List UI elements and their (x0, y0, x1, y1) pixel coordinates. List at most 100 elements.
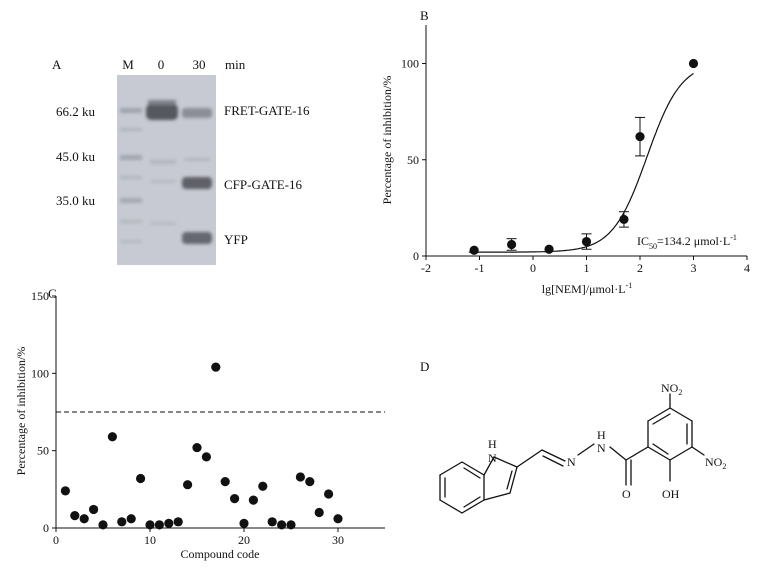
c-data-point (79, 514, 89, 524)
b-x-tick-label: 0 (530, 261, 536, 275)
c-y-tick-label: 0 (43, 521, 49, 535)
marker-45-0: 45.0 ku (56, 149, 96, 164)
marker-lane (120, 108, 142, 243)
c-data-point (98, 520, 108, 530)
c-data-point (277, 520, 287, 530)
b-x-tick-label: 2 (637, 261, 643, 275)
c-data-point (314, 507, 324, 518)
chemical-structure (439, 393, 705, 514)
b-data-point (635, 132, 645, 142)
nitro-right-main: NO (705, 455, 723, 469)
b-x-axis-label: lg[NEM]/μmol·L-1 (542, 281, 632, 296)
band-yfp: YFP (224, 232, 248, 247)
c-data-point (305, 477, 315, 487)
c-data-point (107, 432, 117, 442)
c-data-point (60, 486, 70, 496)
lane-header-30: 30 (193, 57, 206, 72)
b-x-tick-label: 4 (744, 261, 750, 275)
carbonyl-o: O (622, 487, 631, 501)
c-data-point (295, 472, 305, 482)
hydroxyl-oh: OH (662, 487, 680, 501)
c-x-tick-label: 20 (238, 533, 250, 547)
c-data-point (201, 452, 211, 462)
lane-header-m: M (122, 57, 134, 72)
c-data-point (145, 520, 155, 530)
structure-labels: H N N H N O OH NO2 NO2 (488, 381, 726, 501)
nitro-top-main: NO (661, 381, 679, 395)
b-y-tick-label: 50 (407, 153, 419, 167)
b-y-tick-label: 0 (413, 249, 419, 263)
b-x-axis-label-sup: -1 (626, 281, 633, 290)
b-data-point (688, 58, 699, 69)
c-data-point (333, 514, 343, 524)
c-data-point (258, 481, 268, 491)
c-data-point (164, 518, 174, 528)
b-ic50-annotation: IC50=134.2 μmol·L-1 (637, 233, 737, 251)
nitro-right-sub: 2 (722, 462, 726, 471)
b-x-tick-label: 3 (691, 261, 697, 275)
c-data-point (70, 511, 80, 521)
b-ic50-rest: =134.2 μmol·L (657, 234, 730, 248)
b-ic50-main: IC (637, 234, 649, 248)
c-data-point (117, 517, 127, 527)
nitro-top-sub: 2 (678, 388, 682, 397)
panel-b: B Percentage of inhibition/% lg[NEM]/μmo… (380, 8, 750, 296)
b-x-axis-label-main: lg[NEM]/μmol·L (542, 282, 626, 296)
c-data-point (136, 473, 146, 484)
c-x-tick-label: 0 (53, 533, 59, 547)
c-data-point (239, 518, 249, 528)
panel-c: C Percentage of inhibition/% Compound co… (14, 286, 385, 561)
c-data-point (220, 477, 230, 487)
b-data-point (581, 236, 592, 247)
b-data-point (619, 214, 629, 225)
c-data-point (267, 517, 277, 527)
c-x-tick-label: 30 (332, 533, 344, 547)
lane-unit: min (225, 57, 246, 72)
marker-35-0: 35.0 ku (56, 193, 96, 208)
c-data-point (183, 480, 193, 490)
c-data-point (324, 489, 334, 499)
nitro-right: NO2 (705, 455, 726, 471)
c-data-point (173, 517, 183, 527)
amide-n: N (597, 441, 606, 455)
b-x-tick-label: -1 (475, 261, 485, 275)
lane-0 (146, 100, 178, 225)
marker-66-2: 66.2 ku (56, 104, 96, 119)
lane-30 (182, 108, 212, 244)
c-y-tick-label: 150 (31, 289, 49, 303)
c-y-axis-label: Percentage of inhibition/% (14, 347, 28, 476)
b-y-tick-label: 100 (401, 57, 419, 71)
chart-b: -2 -1 0 1 2 3 4 0 50 100 (401, 25, 750, 275)
c-y-tick-label: 50 (37, 444, 49, 458)
panel-a-label: A (52, 57, 62, 72)
b-data-point (544, 244, 554, 254)
indole-nh-h: H (488, 437, 497, 451)
c-data-point (248, 495, 258, 505)
c-data-point (192, 442, 202, 453)
panel-d: D (420, 359, 726, 514)
panel-b-label: B (420, 8, 429, 23)
c-data-point (286, 520, 296, 530)
c-data-point (230, 494, 240, 504)
chart-c: 0 10 20 30 0 50 100 150 (31, 289, 385, 547)
indole-n: N (488, 451, 497, 465)
c-y-tick-label: 100 (31, 366, 49, 380)
b-data-point (507, 239, 517, 250)
b-x-tick-label: -2 (421, 261, 431, 275)
c-data-point (89, 504, 99, 515)
band-fret-gate-16: FRET-GATE-16 (224, 103, 310, 118)
nitro-top: NO2 (661, 381, 682, 397)
panel-a: A M 0 30 min 66. (52, 57, 310, 265)
band-cfp-gate-16: CFP-GATE-16 (224, 177, 303, 192)
hydrazone-n: N (567, 455, 576, 469)
lane-header-0: 0 (158, 57, 165, 72)
c-data-point (211, 362, 221, 372)
amide-nh-h: H (597, 428, 606, 442)
b-data-point (469, 245, 479, 255)
panel-c-label: C (48, 286, 57, 301)
c-x-axis-label: Compound code (181, 547, 260, 561)
c-data-point (154, 520, 164, 530)
b-ic50-sup: -1 (730, 233, 737, 242)
panel-d-label: D (420, 359, 429, 374)
